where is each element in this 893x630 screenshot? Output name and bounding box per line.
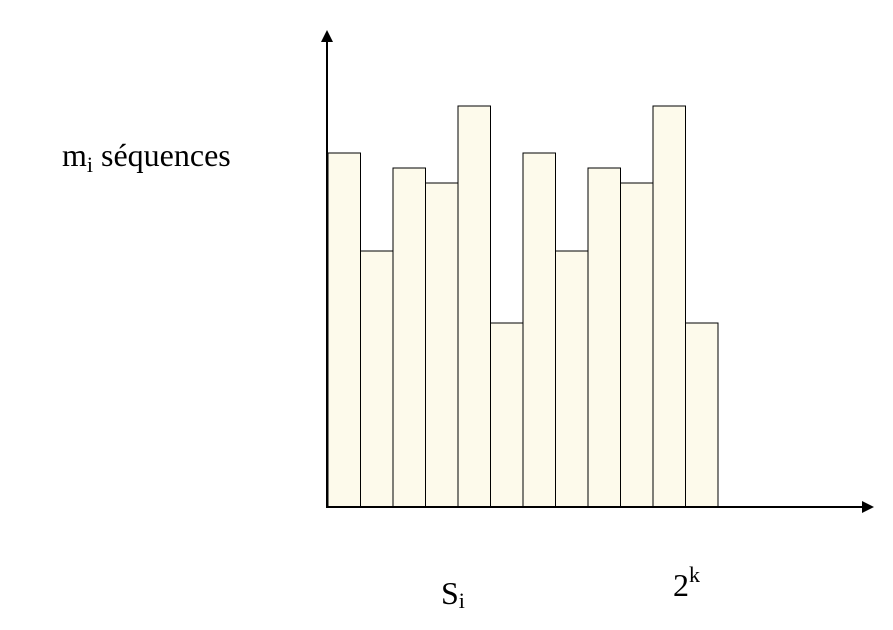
x-label-text: S — [441, 575, 459, 611]
bar — [620, 182, 654, 508]
bar — [327, 152, 361, 508]
x-label: Si — [441, 575, 465, 613]
bar — [652, 105, 686, 508]
bar — [685, 322, 719, 508]
bar — [555, 250, 589, 508]
bar — [490, 322, 524, 508]
y-label: mi séquences — [62, 137, 231, 177]
y-label-text: m — [62, 137, 87, 173]
annotation: 2k — [673, 562, 700, 603]
bar — [522, 152, 556, 508]
bar — [360, 250, 394, 508]
y-label-subscript: i — [87, 152, 93, 177]
bars — [327, 105, 719, 508]
bar — [392, 167, 426, 508]
bar — [587, 167, 621, 508]
y-label-after: séquences — [93, 137, 231, 173]
bar — [457, 105, 491, 508]
x-label-subscript: i — [459, 588, 465, 613]
bar — [425, 182, 459, 508]
annotation-superscript: k — [689, 562, 700, 587]
annotation-text: 2 — [673, 567, 689, 603]
